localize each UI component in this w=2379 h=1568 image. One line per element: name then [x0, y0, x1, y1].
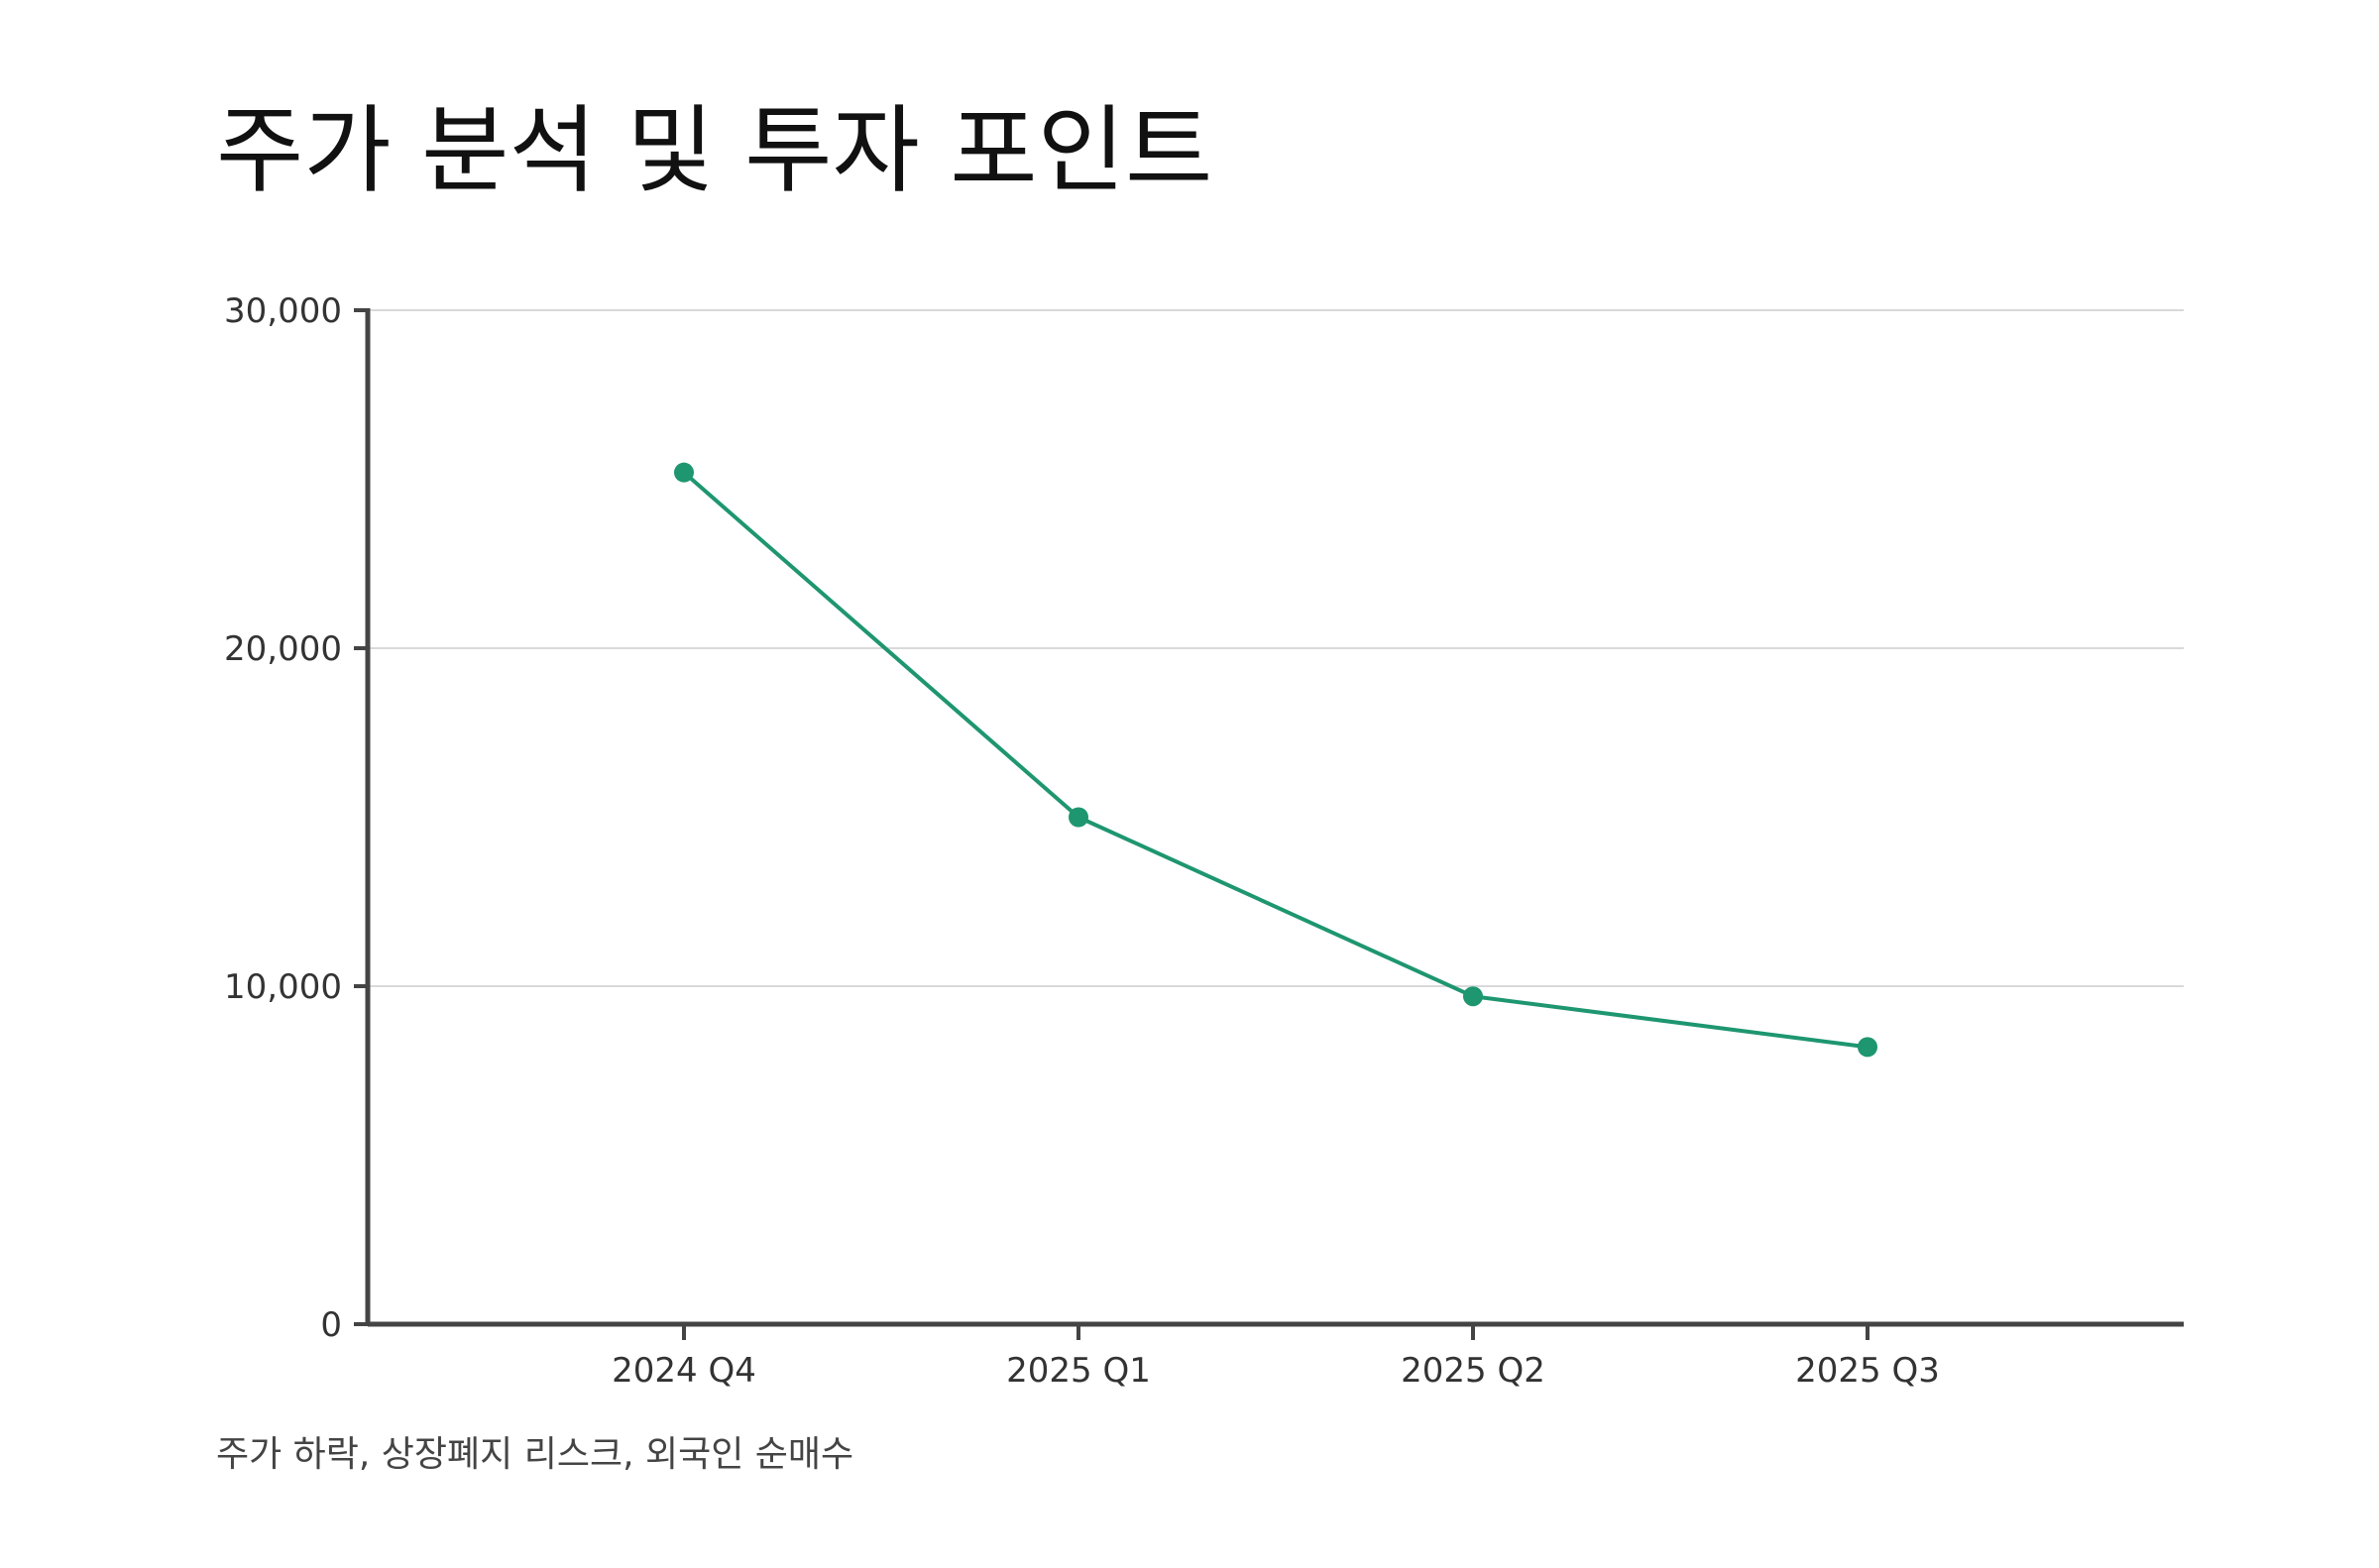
series-line: [682, 471, 1869, 1050]
data-point: [1069, 807, 1088, 828]
page-title: 주가 분석 및 투자 포인트: [216, 95, 1213, 206]
y-tick-label: 30,000: [224, 291, 342, 331]
data-point: [674, 462, 694, 483]
x-tick-label: 2025 Q2: [1401, 1351, 1545, 1391]
data-point: [1463, 986, 1483, 1007]
axes: [365, 308, 2184, 1327]
y-axis-ticks: 0 10,000 20,000 30,000: [224, 291, 368, 1345]
series-layer: [674, 462, 1877, 1058]
chart-caption: 주가 하락, 상장폐지 리스크, 외국인 순매수: [216, 1434, 854, 1475]
y-tick-label: 20,000: [224, 629, 342, 669]
x-axis-ticks: 2024 Q4 2025 Q1 2025 Q2 2025 Q3: [612, 1324, 1940, 1391]
data-point: [1858, 1037, 1877, 1058]
y-tick-label: 0: [320, 1305, 342, 1345]
x-tick-label: 2025 Q1: [1006, 1351, 1151, 1391]
x-tick-label: 2025 Q3: [1795, 1351, 1940, 1391]
gridlines: [368, 309, 2184, 987]
x-tick-label: 2024 Q4: [612, 1351, 756, 1391]
y-tick-label: 10,000: [224, 967, 342, 1007]
